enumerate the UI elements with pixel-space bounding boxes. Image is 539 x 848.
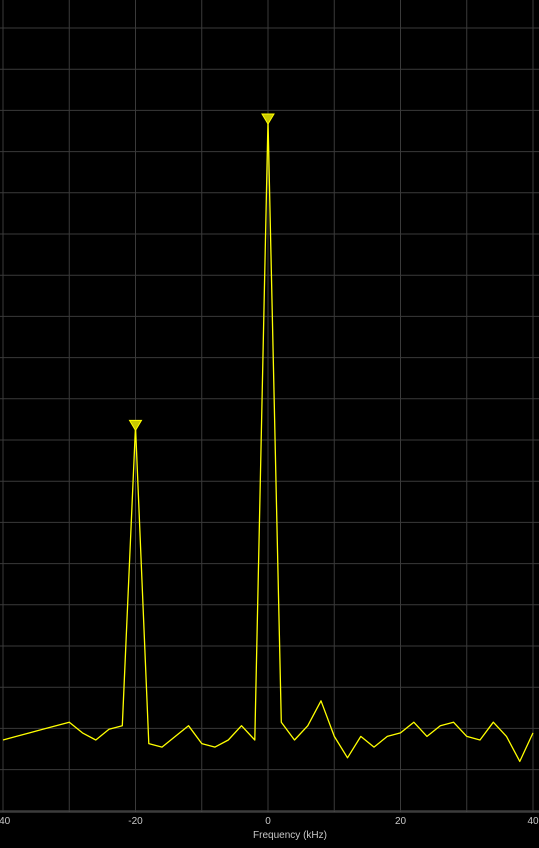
x-tick-label: -20 xyxy=(128,816,143,827)
peak-markers xyxy=(128,113,275,432)
x-tick-label: -40 xyxy=(0,816,11,827)
x-tick-labels: -40 -20 0 20 40 xyxy=(0,816,539,827)
x-axis-label: Frequency (kHz) xyxy=(253,830,327,841)
peak-marker xyxy=(128,419,143,432)
x-tick-label: 0 xyxy=(265,816,271,827)
x-tick-label: 40 xyxy=(527,816,539,827)
x-tick-label: 20 xyxy=(395,816,407,827)
peak-marker xyxy=(261,113,275,125)
